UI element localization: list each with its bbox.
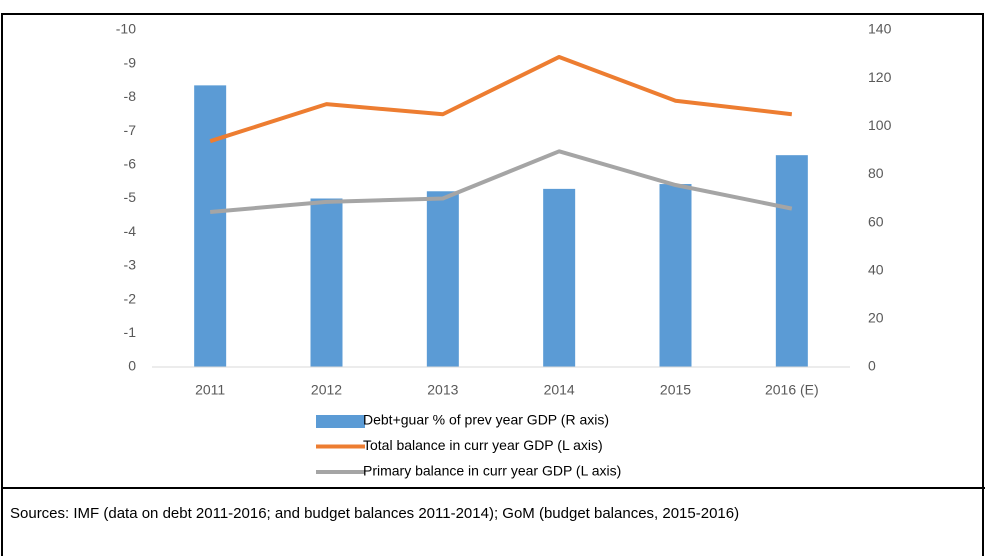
- y-tick-label: -2: [124, 290, 137, 306]
- y-tick-label: -9: [124, 54, 137, 70]
- legend-label: Debt+guar % of prev year GDP (R axis): [363, 412, 609, 428]
- y-tick-label: -8: [124, 88, 137, 104]
- x-tick-label: 2013: [427, 382, 458, 398]
- y-tick-label: -5: [124, 189, 137, 205]
- bar: [543, 188, 576, 367]
- source-note: Sources: IMF (data on debt 2011-2016; an…: [10, 505, 740, 522]
- y2-tick-label: 40: [868, 261, 884, 277]
- line-series: [209, 54, 793, 144]
- y2-tick-label: 20: [868, 310, 884, 326]
- y-tick-label: -6: [124, 156, 137, 172]
- y-tick-label: -3: [124, 257, 137, 273]
- y-tick-label: -10: [116, 21, 136, 37]
- legend-label: Total balance in curr year GDP (L axis): [363, 437, 603, 453]
- bar: [310, 198, 343, 367]
- x-tick-label: 2012: [311, 382, 342, 398]
- y2-tick-label: 80: [868, 165, 884, 181]
- x-tick-label: 2016 (E): [765, 382, 819, 398]
- bar: [426, 191, 459, 367]
- y2-tick-label: 100: [868, 117, 892, 133]
- y2-tick-label: 60: [868, 213, 884, 229]
- legend-swatch: [316, 415, 365, 428]
- x-tick-label: 2014: [544, 382, 575, 398]
- legend-label: Primary balance in curr year GDP (L axis…: [363, 463, 621, 479]
- line-series: [209, 149, 793, 214]
- frame: [1, 13, 984, 556]
- y-tick-label: -4: [124, 223, 137, 239]
- x-tick-label: 2015: [660, 382, 691, 398]
- chart: -10-9-8-7-6-5-4-3-2-10 020406080100120140…: [2, 21, 985, 489]
- bar: [659, 184, 692, 367]
- y2-tick-label: 0: [868, 358, 876, 374]
- x-tick-label: 2011: [195, 382, 225, 398]
- y2-tick-label: 140: [868, 21, 892, 37]
- bar: [775, 155, 808, 367]
- bar: [194, 85, 227, 367]
- y-tick-label: -1: [124, 324, 137, 340]
- y-tick-label: -7: [124, 122, 137, 138]
- y-tick-label: 0: [128, 358, 136, 374]
- y2-tick-label: 120: [868, 69, 892, 85]
